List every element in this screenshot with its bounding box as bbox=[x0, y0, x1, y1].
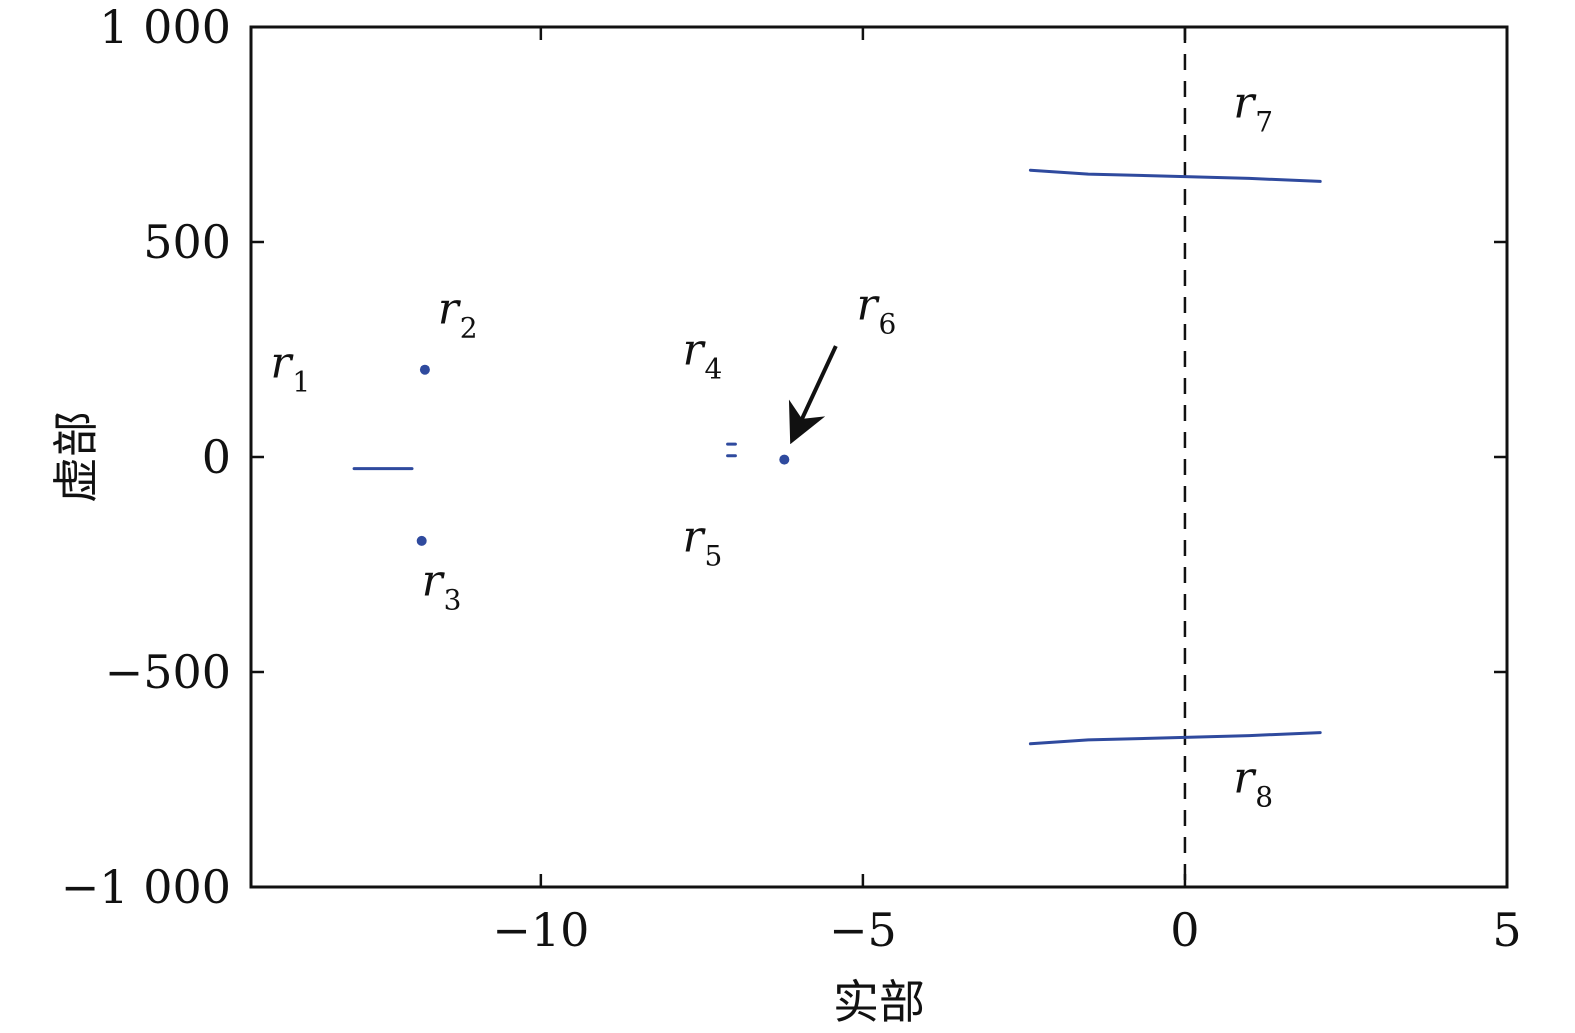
root-label-r7: r bbox=[1233, 77, 1257, 128]
root-point-r2 bbox=[419, 364, 430, 375]
root-label-sub-5: 5 bbox=[705, 540, 723, 573]
y-tick-label: 1 000 bbox=[99, 0, 231, 54]
plot-frame bbox=[249, 25, 1509, 889]
root-label-r3: r bbox=[422, 555, 446, 606]
root-label-r4: r bbox=[683, 325, 707, 376]
annotation-layer bbox=[788, 345, 838, 445]
root-label-sub-8: 8 bbox=[1255, 780, 1273, 813]
root-label-sub-4: 4 bbox=[705, 353, 723, 386]
y-axis: −1 000 −500 0 500 1 000 bbox=[61, 0, 1507, 914]
x-tick-label: 0 bbox=[1170, 903, 1199, 957]
x-axis-title: 实部 bbox=[833, 975, 925, 1029]
root-label-sub-1: 1 bbox=[292, 365, 310, 398]
root-label-r8: r bbox=[1233, 752, 1257, 803]
y-tick-label: −1 000 bbox=[61, 860, 231, 914]
x-tick-label: −10 bbox=[492, 903, 589, 957]
root-label-r2: r bbox=[438, 284, 462, 335]
root-label-r6: r bbox=[856, 279, 880, 330]
x-axis: −10 −5 0 5 bbox=[492, 27, 1522, 957]
root-label-sub-6: 6 bbox=[878, 307, 896, 340]
root-label-r5: r bbox=[683, 512, 707, 563]
root-label-r1: r bbox=[270, 337, 294, 388]
y-tick-label: 500 bbox=[143, 215, 231, 269]
y-tick-label: −500 bbox=[105, 645, 231, 699]
series-layer bbox=[352, 168, 1322, 746]
root-label-sub-3: 3 bbox=[444, 583, 462, 616]
root-label-sub-2: 2 bbox=[460, 312, 478, 345]
x-tick-label: 5 bbox=[1492, 903, 1521, 957]
root-point-r6 bbox=[779, 454, 790, 465]
root-labels-layer: r 1r 2r 3r 4r 5r 6r 7r 8 bbox=[270, 77, 1273, 813]
y-tick-label: 0 bbox=[202, 430, 231, 484]
root-locus-r8 bbox=[1028, 731, 1322, 746]
root-point-r3 bbox=[416, 535, 427, 546]
x-tick-label: −5 bbox=[829, 903, 897, 957]
root-locus-r7 bbox=[1028, 168, 1322, 183]
root-label-sub-7: 7 bbox=[1255, 105, 1273, 138]
arrow-to-r6 bbox=[788, 345, 838, 445]
y-axis-title: 虚部 bbox=[49, 411, 103, 503]
